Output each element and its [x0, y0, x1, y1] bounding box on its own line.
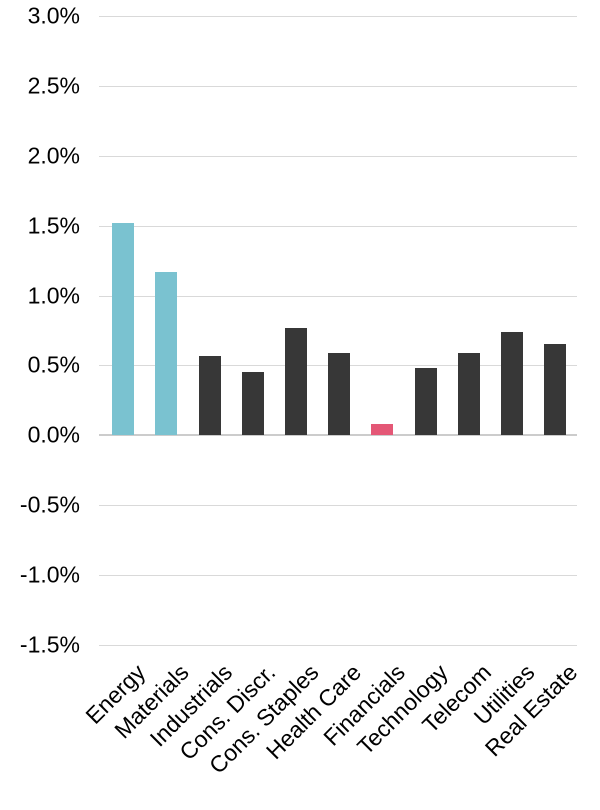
bar-cons-staples [285, 327, 307, 436]
bar-financials [371, 424, 394, 436]
bar-industrials [198, 355, 221, 436]
gridline [99, 16, 577, 17]
y-tick-label: 2.5% [27, 72, 80, 99]
y-tick-label: 1.0% [27, 282, 80, 309]
gridline [99, 575, 577, 577]
y-tick-label: 2.0% [27, 142, 80, 169]
y-tick-label: 0.0% [27, 421, 80, 448]
y-tick-label: 0.5% [27, 351, 80, 378]
gridline [99, 85, 577, 87]
bar-cons-discr [241, 372, 264, 436]
bar-utilities [501, 331, 523, 436]
bar-telecom [457, 352, 480, 436]
y-tick-label: -0.5% [19, 491, 80, 518]
y-tick-label: 1.5% [27, 212, 80, 239]
y-tick-label: -1.0% [19, 561, 80, 588]
zero-axis-line [99, 434, 577, 437]
bar-energy [112, 222, 135, 436]
bar-health-care [328, 352, 351, 436]
bar-real-estate [544, 344, 567, 436]
y-tick-label: -1.5% [19, 631, 80, 658]
gridline [99, 295, 577, 297]
gridline [99, 155, 577, 157]
gridline [99, 505, 577, 507]
gridline [99, 645, 577, 646]
bar-technology [414, 368, 437, 436]
y-tick-label: 3.0% [27, 2, 80, 29]
gridline [99, 225, 577, 227]
bar-materials [155, 271, 178, 436]
